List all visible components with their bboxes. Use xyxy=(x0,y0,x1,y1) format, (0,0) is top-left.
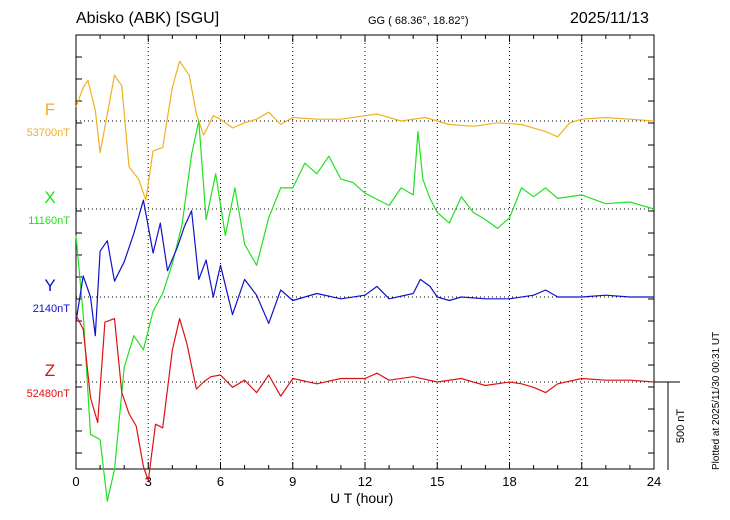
series-line-x xyxy=(75,120,655,502)
series-name-z: Z xyxy=(45,361,55,380)
date-label: 2025/11/13 xyxy=(570,10,649,27)
scale-bar-label: 500 nT xyxy=(675,409,687,444)
x-tick-label: 9 xyxy=(289,474,296,489)
series-name-y: Y xyxy=(44,276,55,295)
series-baseline-y: 2140nT xyxy=(33,303,71,315)
series-name-x: X xyxy=(44,188,55,207)
series-labels: F 53700nT X 11160nT Y 2140nT Z 52480nT xyxy=(27,100,71,400)
geo-coordinates: GG ( 68.36°, 18.82°) xyxy=(368,15,469,27)
x-tick-label: 18 xyxy=(502,474,516,489)
x-tick-label: 24 xyxy=(647,474,661,489)
series-baseline-x: 11160nT xyxy=(28,215,70,227)
x-tick-label: 0 xyxy=(72,474,79,489)
grid xyxy=(76,35,654,469)
x-axis-label: U T (hour) xyxy=(330,490,394,506)
plot-frame: 0 3 6 9 12 15 18 21 24 xyxy=(72,34,661,489)
x-tick-label: 21 xyxy=(575,474,589,489)
series-group xyxy=(75,60,655,502)
x-tick-label: 15 xyxy=(430,474,444,489)
station-title: Abisko (ABK) [SGU] xyxy=(76,10,220,27)
series-line-y xyxy=(75,199,654,337)
series-name-f: F xyxy=(45,100,55,119)
x-tick-label: 6 xyxy=(217,474,224,489)
scale-bar: 500 nT xyxy=(654,381,687,470)
series-line-f xyxy=(75,60,655,201)
series-baseline-f: 53700nT xyxy=(27,127,71,139)
x-tick-label: 12 xyxy=(358,474,372,489)
x-tick-label: 3 xyxy=(145,474,152,489)
series-line-z xyxy=(75,314,655,482)
series-baseline-z: 52480nT xyxy=(27,388,71,400)
